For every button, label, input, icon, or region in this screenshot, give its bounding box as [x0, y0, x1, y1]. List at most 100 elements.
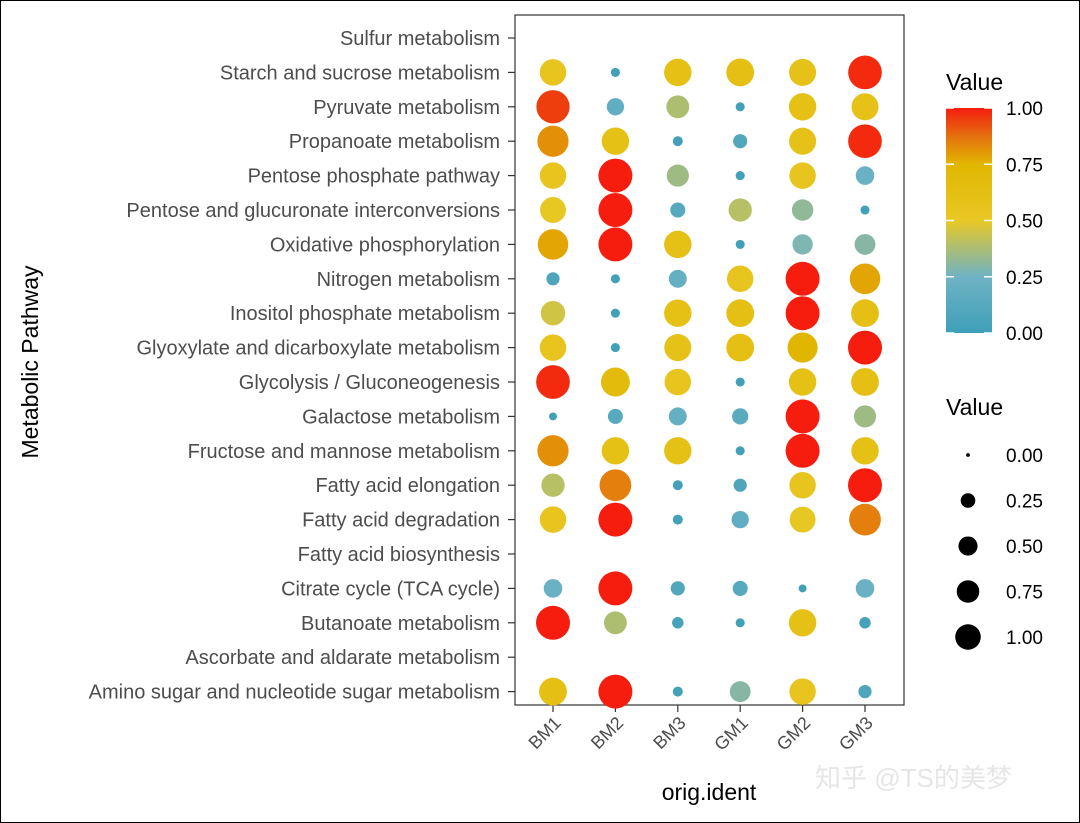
data-point [726, 265, 754, 293]
data-point [539, 59, 567, 86]
size-legend-dot [956, 580, 980, 603]
y-tick-label: Pentose and glucuronate interconversions [126, 200, 500, 222]
data-point [726, 299, 755, 328]
dot-layer [536, 55, 882, 709]
x-tick-label: BM1 [525, 713, 565, 753]
data-point [729, 681, 751, 703]
data-point [853, 405, 877, 428]
data-point [600, 367, 630, 397]
data-point [785, 261, 820, 296]
data-point [849, 503, 881, 536]
size-legend-dot [966, 453, 970, 457]
data-point [598, 227, 633, 262]
size-legend-dot [955, 624, 981, 650]
data-point [858, 685, 872, 699]
data-point [537, 229, 569, 260]
data-point [610, 274, 620, 284]
data-point [789, 58, 817, 86]
y-tick-label: Propanoate metabolism [289, 131, 500, 153]
data-point [668, 407, 687, 426]
data-point [789, 127, 817, 155]
data-point [607, 408, 623, 424]
data-point [664, 58, 692, 87]
data-point [664, 368, 692, 396]
data-point [860, 205, 870, 215]
data-point [851, 93, 879, 121]
data-point [672, 686, 683, 697]
data-point [543, 579, 563, 598]
y-axis: Sulfur metabolism Starch and sucrose meta… [89, 28, 515, 704]
data-point [540, 197, 566, 223]
data-point [664, 334, 692, 362]
data-point [672, 617, 684, 629]
size-legend-label: 0.50 [1006, 537, 1043, 558]
size-legend-title: Value [946, 394, 1003, 420]
color-legend-label: 1.00 [1006, 99, 1043, 120]
color-legend-title: Value [946, 69, 1003, 95]
data-point [728, 198, 752, 222]
data-point [787, 332, 818, 363]
data-point [672, 136, 683, 147]
y-tick-label: Glycolysis / Gluconeogenesis [239, 372, 500, 394]
x-tick-label: BM3 [649, 713, 689, 753]
data-point [606, 98, 625, 116]
x-tick-label: BM2 [587, 713, 627, 753]
size-legend-label: 1.00 [1006, 628, 1043, 649]
data-point [788, 368, 817, 396]
data-point [537, 435, 569, 467]
data-point [670, 202, 686, 218]
data-point [726, 58, 755, 87]
data-point [599, 469, 632, 502]
data-point [731, 510, 749, 529]
data-point [672, 480, 683, 491]
data-point [851, 437, 879, 465]
data-point [666, 164, 689, 187]
data-point [735, 239, 745, 249]
data-point [664, 299, 692, 327]
y-tick-label: Fructose and mannose metabolism [188, 441, 500, 463]
data-point [610, 67, 620, 77]
color-legend-label: 0.00 [1006, 324, 1043, 345]
data-point [539, 162, 567, 189]
data-point [785, 399, 820, 434]
data-point [735, 377, 745, 387]
y-tick-label: Pentose phosphate pathway [248, 166, 500, 188]
data-point [539, 677, 567, 706]
data-point [733, 134, 748, 149]
data-point [735, 446, 745, 456]
data-point [788, 609, 817, 637]
y-tick-label: Starch and sucrose metabolism [220, 62, 500, 84]
y-tick-label: Inositol phosphate metabolism [230, 303, 500, 325]
size-legend: Value 0.00 0.25 0.50 0.75 1.00 [946, 394, 1043, 650]
data-point [789, 678, 816, 705]
data-point [670, 581, 685, 596]
size-legend-label: 0.25 [1006, 492, 1043, 513]
data-point [859, 617, 871, 629]
data-point [540, 300, 566, 326]
y-tick-label: Ascorbate and aldarate metabolism [185, 647, 500, 669]
data-point [726, 333, 755, 362]
data-point [536, 90, 570, 124]
data-point [848, 124, 882, 159]
data-point [598, 502, 633, 537]
data-point [546, 272, 560, 286]
data-point [601, 437, 630, 465]
size-legend-label: 0.75 [1006, 583, 1043, 604]
y-tick-label: Galactose metabolism [302, 406, 500, 428]
y-tick-label: Oxidative phosphorylation [270, 234, 500, 256]
y-tick-label: Citrate cycle (TCA cycle) [281, 578, 500, 600]
data-point [788, 93, 817, 121]
x-tick-label: GM1 [710, 713, 752, 755]
y-tick-label: Amino sugar and nucleotide sugar metabol… [89, 682, 500, 704]
data-point [848, 55, 882, 90]
data-point [610, 343, 620, 353]
y-tick-label: Sulfur metabolism [340, 28, 500, 50]
data-point [735, 102, 745, 112]
y-tick-label: Glyoxylate and dicarboxylate metabolism [136, 338, 500, 360]
x-axis-title: orig.ident [662, 779, 757, 805]
y-tick-label: Fatty acid biosynthesis [298, 544, 500, 566]
data-point [539, 334, 567, 361]
data-point [598, 571, 633, 606]
color-legend: Value 1.00 0.75 0.50 0.25 0.00 [946, 69, 1043, 345]
data-point [536, 605, 570, 640]
